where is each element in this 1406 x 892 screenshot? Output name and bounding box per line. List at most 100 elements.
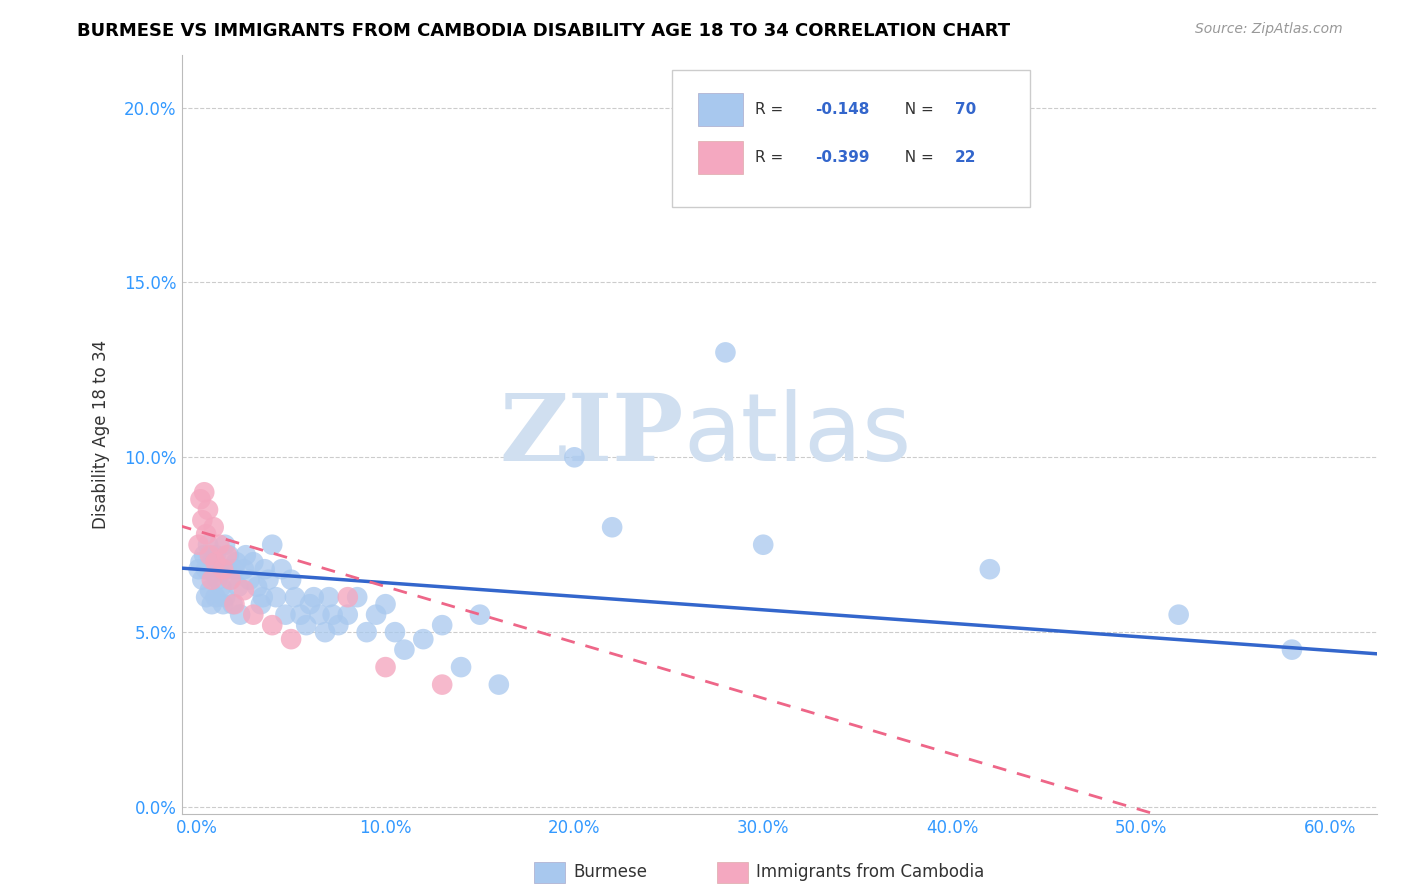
Point <box>450 660 472 674</box>
Point <box>193 548 215 562</box>
Point <box>314 625 336 640</box>
Point <box>187 538 209 552</box>
Point <box>208 538 231 552</box>
Point <box>374 660 396 674</box>
Point <box>224 562 246 576</box>
Point <box>336 590 359 604</box>
Point <box>193 485 215 500</box>
Text: -0.148: -0.148 <box>815 103 869 117</box>
Point <box>212 597 235 611</box>
Point <box>298 597 321 611</box>
Point <box>207 573 229 587</box>
Point <box>336 607 359 622</box>
Point <box>195 562 218 576</box>
FancyBboxPatch shape <box>672 70 1031 207</box>
Point <box>202 566 225 580</box>
Point <box>232 562 254 576</box>
Point <box>752 538 775 552</box>
Point <box>253 562 276 576</box>
Point <box>252 590 274 604</box>
Point <box>302 590 325 604</box>
Point <box>308 607 330 622</box>
Text: Source: ZipAtlas.com: Source: ZipAtlas.com <box>1195 22 1343 37</box>
Point <box>201 555 224 569</box>
FancyBboxPatch shape <box>697 93 744 127</box>
Point <box>374 597 396 611</box>
Point <box>246 580 269 594</box>
Point <box>979 562 1001 576</box>
Point <box>488 677 510 691</box>
Point <box>412 632 434 647</box>
Text: R =: R = <box>755 103 789 117</box>
Text: R =: R = <box>755 150 789 165</box>
Point <box>204 590 226 604</box>
Point <box>430 677 453 691</box>
Point <box>280 573 302 587</box>
Point <box>250 597 273 611</box>
Text: atlas: atlas <box>683 389 912 481</box>
Point <box>430 618 453 632</box>
Point <box>202 520 225 534</box>
FancyBboxPatch shape <box>697 141 744 174</box>
Point <box>714 345 737 359</box>
Point <box>280 632 302 647</box>
Point <box>197 538 219 552</box>
Point <box>346 590 368 604</box>
Text: N =: N = <box>896 103 939 117</box>
Y-axis label: Disability Age 18 to 34: Disability Age 18 to 34 <box>93 340 110 529</box>
Point <box>274 607 297 622</box>
Point <box>257 573 280 587</box>
Point <box>1167 607 1189 622</box>
Point <box>224 597 246 611</box>
Point <box>270 562 292 576</box>
Point <box>218 548 240 562</box>
Point <box>190 555 212 569</box>
Point <box>242 555 264 569</box>
Point <box>264 590 287 604</box>
Point <box>204 555 226 569</box>
Text: BURMESE VS IMMIGRANTS FROM CAMBODIA DISABILITY AGE 18 TO 34 CORRELATION CHART: BURMESE VS IMMIGRANTS FROM CAMBODIA DISA… <box>77 22 1011 40</box>
Point <box>600 520 623 534</box>
Text: 22: 22 <box>955 150 977 165</box>
Point <box>214 590 236 604</box>
Point <box>1281 642 1303 657</box>
Point <box>238 573 260 587</box>
Text: N =: N = <box>896 150 939 165</box>
Point <box>242 607 264 622</box>
Point <box>204 548 226 562</box>
Point <box>187 562 209 576</box>
Point <box>394 642 416 657</box>
Point <box>191 573 214 587</box>
Point <box>384 625 406 640</box>
Point <box>229 607 252 622</box>
Point <box>195 527 218 541</box>
Point <box>295 618 318 632</box>
Text: Burmese: Burmese <box>574 863 648 881</box>
Point <box>215 548 238 562</box>
Point <box>198 548 221 562</box>
Point <box>198 583 221 598</box>
Point <box>201 573 224 587</box>
Point <box>235 548 257 562</box>
Point <box>219 573 242 587</box>
Point <box>328 618 350 632</box>
Point <box>208 562 231 576</box>
Point <box>318 590 340 604</box>
Point <box>468 607 491 622</box>
Point <box>190 492 212 507</box>
Point <box>232 583 254 598</box>
Text: Immigrants from Cambodia: Immigrants from Cambodia <box>756 863 984 881</box>
Point <box>322 607 344 622</box>
Point <box>262 618 284 632</box>
Point <box>215 562 238 576</box>
Point <box>195 590 218 604</box>
Point <box>290 607 312 622</box>
Point <box>356 625 378 640</box>
Point <box>209 580 232 594</box>
Point <box>262 538 284 552</box>
Point <box>221 597 243 611</box>
Point <box>564 450 586 465</box>
Point <box>212 562 235 576</box>
Point <box>219 573 242 587</box>
Point <box>284 590 307 604</box>
